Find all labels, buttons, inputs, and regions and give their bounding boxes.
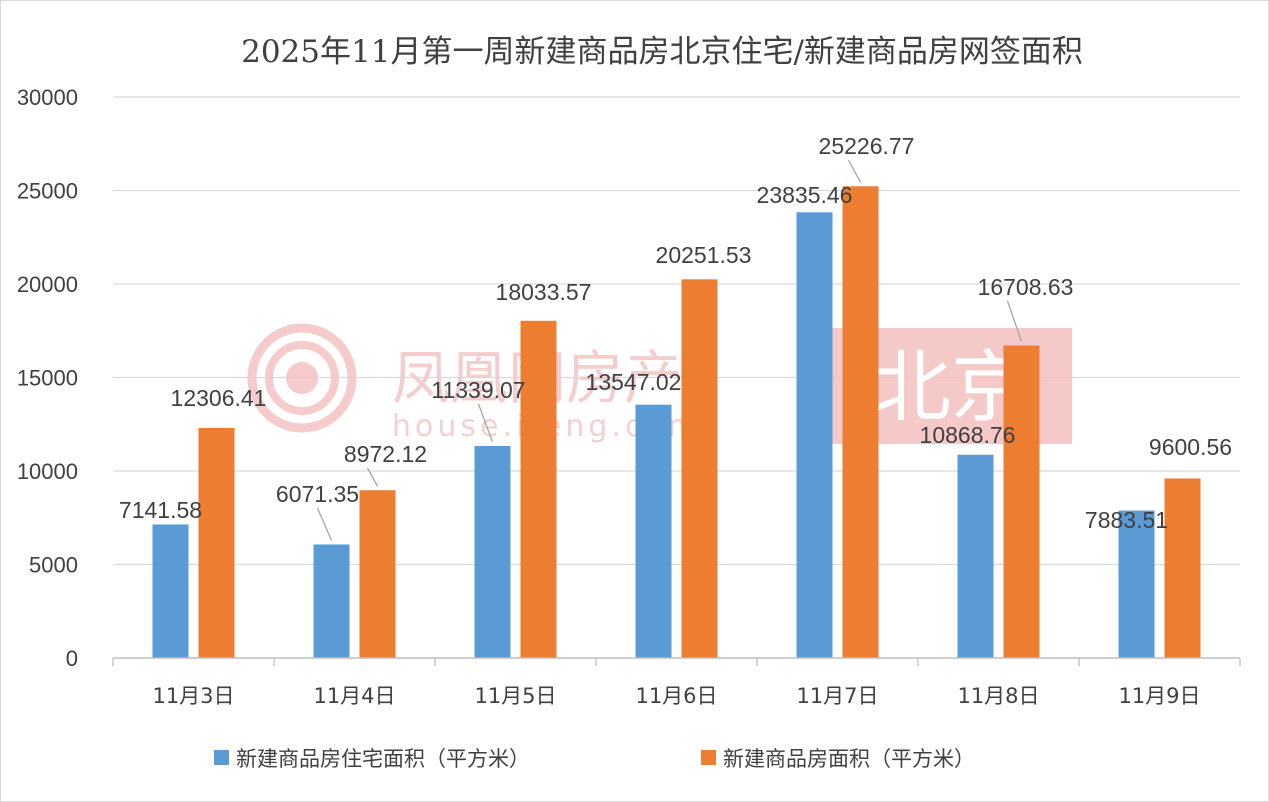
data-label-residential: 23835.46 — [757, 182, 853, 208]
x-tick-label: 11月9日 — [1118, 684, 1200, 708]
data-label-residential: 6071.35 — [276, 481, 359, 507]
bars — [152, 186, 1201, 658]
data-label-total: 12306.41 — [171, 385, 267, 411]
legend-swatch-total — [701, 750, 716, 765]
bar-total — [1164, 478, 1201, 658]
bar-residential — [152, 524, 189, 658]
y-tick-label: 0 — [66, 646, 78, 671]
legend-label-residential: 新建商品房住宅面积（平方米） — [236, 747, 530, 771]
y-tick-label: 20000 — [17, 272, 78, 297]
data-label-total: 8972.12 — [344, 441, 427, 467]
bar-residential — [313, 544, 350, 658]
watermark-city: 北京 — [873, 343, 1029, 433]
bar-residential — [474, 445, 511, 658]
leader-line — [316, 507, 333, 541]
x-tick-label: 11月5日 — [474, 684, 556, 708]
data-label-residential: 7141.58 — [119, 497, 202, 523]
x-tick-label: 11月6日 — [635, 684, 717, 708]
leader-line — [1006, 300, 1023, 342]
data-label-residential: 10868.76 — [920, 422, 1016, 448]
leader-line — [477, 403, 494, 443]
data-label-total: 20251.53 — [656, 242, 752, 268]
leader-line — [847, 159, 862, 183]
bar-total — [520, 320, 557, 658]
leader-lines — [316, 159, 1023, 541]
bar-total — [681, 279, 718, 658]
data-label-residential: 7883.51 — [1085, 507, 1168, 533]
ifeng-logo-icon — [247, 323, 357, 433]
y-tick-label: 15000 — [17, 366, 78, 391]
x-tick-label: 11月3日 — [152, 684, 234, 708]
x-tick-label: 11月7日 — [796, 684, 878, 708]
x-tick-label: 11月8日 — [957, 684, 1039, 708]
bar-total — [842, 186, 879, 658]
y-tick-label: 30000 — [17, 85, 78, 110]
data-label-residential: 13547.02 — [586, 369, 682, 395]
data-label-residential: 11339.07 — [431, 377, 525, 403]
data-label-total: 16708.63 — [978, 274, 1074, 300]
y-tick-label: 25000 — [17, 179, 78, 204]
bar-residential — [635, 404, 672, 658]
chart-title: 2025年11月第一周新建商品房北京住宅/新建商品房网签面积 — [241, 34, 1083, 70]
data-label-total: 25226.77 — [819, 133, 915, 159]
legend-swatch-residential — [214, 750, 229, 765]
y-tick-label: 5000 — [29, 553, 78, 578]
leader-line — [366, 467, 379, 487]
x-tick-label: 11月4日 — [313, 684, 395, 708]
bar-residential — [957, 454, 994, 658]
legend: 新建商品房住宅面积（平方米） 新建商品房面积（平方米） — [214, 747, 975, 771]
bar-total — [1003, 345, 1040, 658]
data-label-total: 9600.56 — [1149, 434, 1232, 460]
bar-total — [359, 490, 396, 658]
data-label-total: 18033.57 — [496, 279, 592, 305]
bar-total — [198, 427, 235, 658]
bar-residential — [1118, 510, 1155, 658]
legend-label-total: 新建商品房面积（平方米） — [723, 747, 975, 771]
bar-residential — [796, 212, 833, 658]
data-labels: 7141.58 6071.35 11339.07 13547.02 23835.46 10… — [119, 133, 1232, 533]
y-axis: 0 5000 10000 15000 20000 25000 30000 — [17, 85, 78, 671]
x-axis: 11月3日 11月4日 11月5日 11月6日 11月7日 11月8日 11月9日 — [112, 658, 1241, 708]
y-tick-label: 10000 — [17, 459, 78, 484]
